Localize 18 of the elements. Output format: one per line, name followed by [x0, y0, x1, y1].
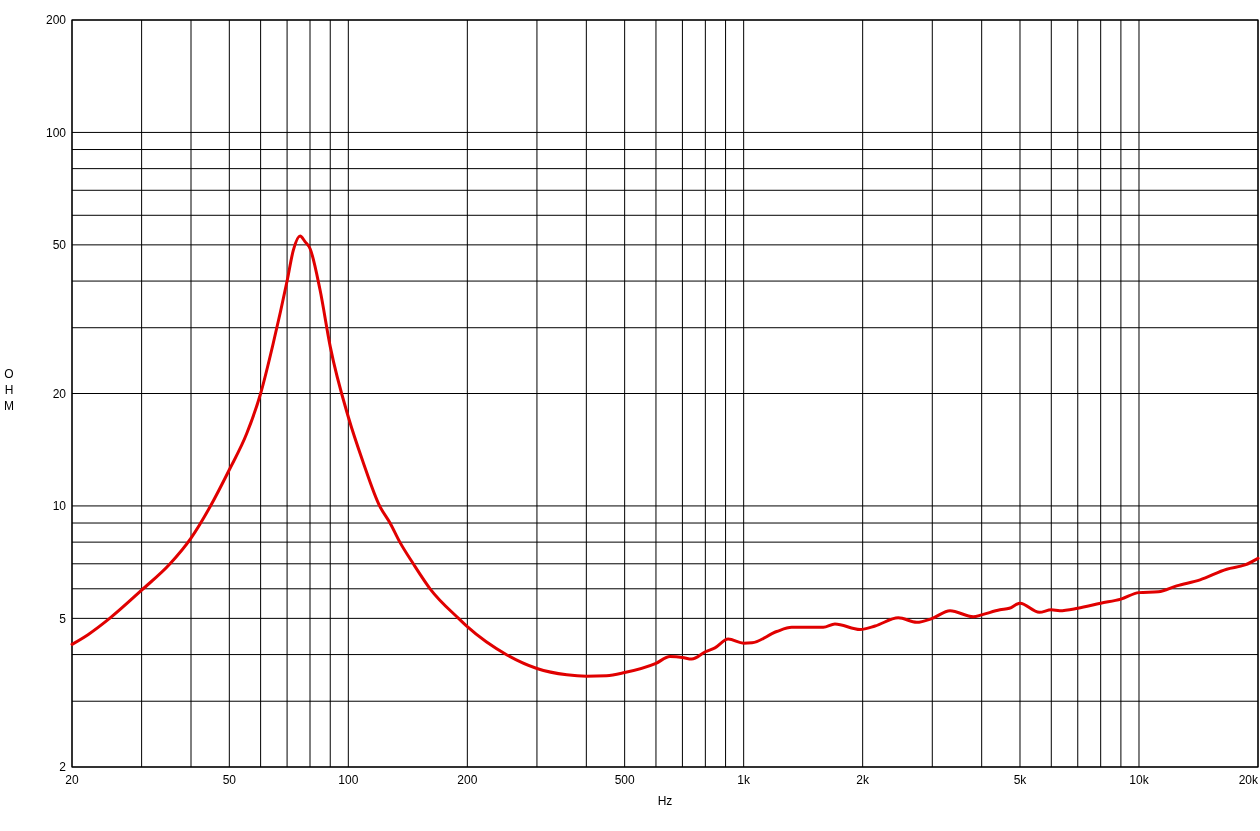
- x-tick-label: 5k: [1013, 773, 1028, 787]
- x-tick-label: 500: [614, 773, 635, 787]
- x-tick-label: 2k: [856, 773, 870, 787]
- y-tick-label: 2: [59, 760, 67, 775]
- y-tick-label: 200: [45, 13, 67, 28]
- y-tick-label: 50: [52, 238, 67, 253]
- x-axis-title: Hz: [657, 794, 673, 808]
- x-tick-label: 100: [338, 773, 359, 787]
- x-tick-label: 10k: [1129, 773, 1150, 787]
- x-tick-label: 50: [222, 773, 237, 787]
- y-tick-label: 20: [52, 386, 67, 401]
- y-axis-title: OHM: [4, 366, 14, 413]
- x-tick-label: 200: [457, 773, 478, 787]
- x-tick-label: 1k: [737, 773, 751, 787]
- x-tick-label: 20k: [1238, 773, 1259, 787]
- y-tick-label: 100: [45, 125, 67, 140]
- y-tick-label: 5: [59, 611, 67, 626]
- y-tick-label: 10: [52, 499, 67, 514]
